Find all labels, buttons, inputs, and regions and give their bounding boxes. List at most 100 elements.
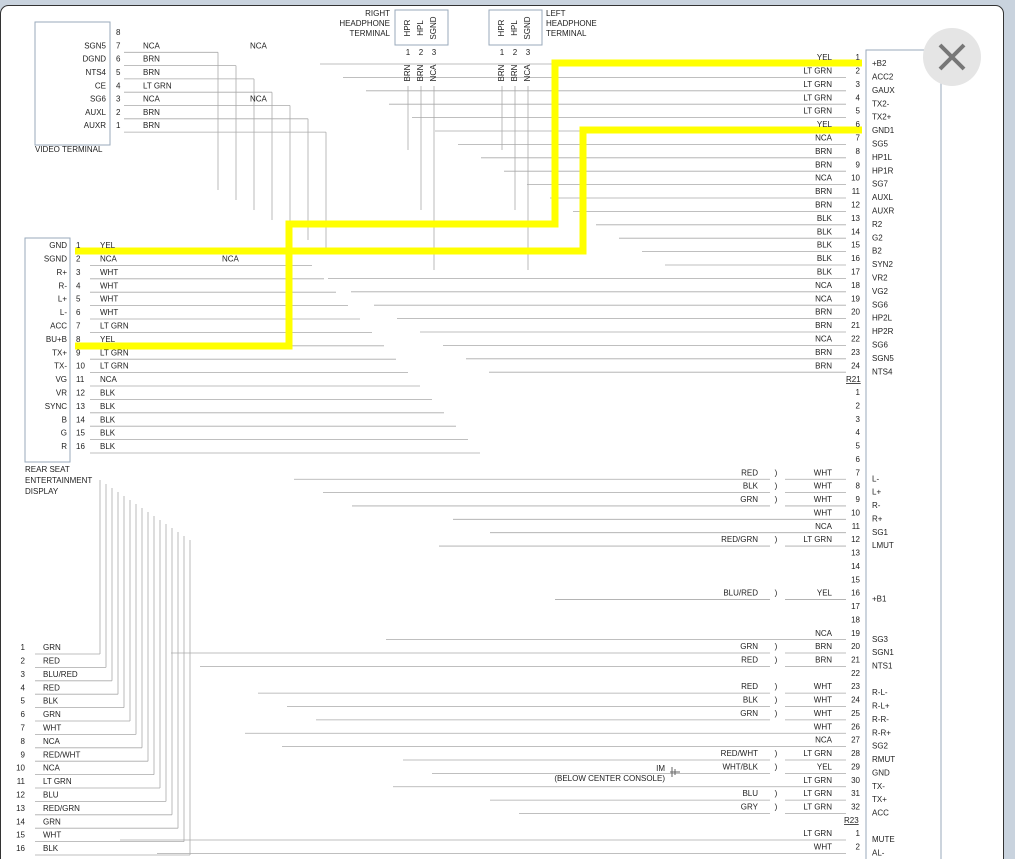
pin-name: L+ — [58, 295, 67, 304]
pin-name: SG7 — [872, 180, 889, 189]
wire-color: LT GRN — [43, 777, 72, 786]
wire-color: RED/GRN — [43, 804, 80, 813]
wire-color: GRN — [43, 710, 61, 719]
terminal-label: HEADPHONE — [546, 19, 597, 28]
wire-color: GRN — [43, 643, 61, 652]
pin-name: VR — [56, 389, 67, 398]
wire-color: BLK — [100, 415, 116, 424]
pin-number: 15 — [16, 831, 25, 840]
pin-number: 15 — [851, 241, 860, 250]
pin-name: TX- — [54, 362, 67, 371]
wire-color: LT GRN — [803, 80, 832, 89]
video-terminal-box — [34, 21, 111, 146]
pin-number: 10 — [76, 362, 85, 371]
pin-name: AUXL — [872, 193, 893, 202]
ground-label: IM — [656, 764, 665, 773]
pin-name: VR2 — [872, 274, 888, 283]
pin-number: 3 — [856, 80, 861, 89]
pin-name: TX2- — [872, 99, 890, 108]
wire-color: BLU/RED — [43, 670, 78, 679]
pin-name: SYN2 — [872, 260, 893, 269]
wire-color: LT GRN — [803, 749, 832, 758]
wire-color: BLU — [43, 791, 59, 800]
wire-color: BRN — [815, 642, 832, 651]
close-icon[interactable] — [938, 43, 966, 71]
pin-name: RMUT — [872, 755, 895, 764]
pin-number: 7 — [76, 322, 81, 331]
pin-number: 3 — [432, 48, 437, 57]
wire-color: RED — [43, 657, 60, 666]
pin-number: 3 — [21, 670, 26, 679]
pin-name: AUXL — [85, 108, 106, 117]
wire-color: RED — [43, 683, 60, 692]
pin-number: 30 — [851, 776, 860, 785]
pin-number: 3 — [526, 48, 531, 57]
pin-number: 7 — [856, 468, 861, 477]
pin-number: 1 — [406, 48, 411, 57]
wire-color: RED/GRN — [721, 535, 758, 544]
pin-name: HP1L — [872, 153, 893, 162]
pin-number: 1 — [76, 241, 81, 250]
wire-color: BLK — [100, 389, 116, 398]
pin-number: 7 — [856, 134, 861, 143]
connector-label: R21 — [846, 375, 861, 384]
pin-name: L- — [60, 308, 67, 317]
pin-name: LMUT — [872, 541, 894, 550]
pin-number: 16 — [16, 844, 25, 853]
pin-name: G — [61, 429, 67, 438]
pin-name: SYNC — [45, 402, 67, 411]
wire-color: WHT — [814, 468, 832, 477]
pin-number: 1 — [856, 53, 861, 62]
pin-number: 3 — [116, 95, 121, 104]
pin-name: AUXR — [84, 121, 106, 130]
pin-number: 20 — [851, 308, 860, 317]
pin-name: TX+ — [52, 348, 67, 357]
pin-number: 29 — [851, 762, 860, 771]
pin-number: 22 — [851, 669, 860, 678]
wire-color: NCA — [143, 95, 161, 104]
pin-number: 3 — [856, 415, 861, 424]
wire-color: BLK — [817, 214, 833, 223]
wire-color: BLU/RED — [723, 589, 758, 598]
pin-name: TX- — [872, 782, 885, 791]
left-headphone-box — [488, 9, 543, 46]
wire-color: BRN — [815, 160, 832, 169]
wire-color: BRN — [143, 108, 160, 117]
terminal-label: TERMINAL — [546, 29, 587, 38]
wire-color: WHT — [814, 722, 832, 731]
wire-color: BLK — [743, 696, 759, 705]
wire-color: WHT — [100, 281, 118, 290]
pin-number: 6 — [856, 455, 861, 464]
splice-mark: ) — [775, 696, 778, 705]
wire-color: BRN — [510, 64, 519, 81]
pin-number: 23 — [851, 348, 860, 357]
wire-color: LT GRN — [100, 362, 129, 371]
wire-color: LT GRN — [100, 348, 129, 357]
wire-color: BLK — [817, 268, 833, 277]
pin-number: 18 — [851, 281, 860, 290]
wire-color: NCA — [815, 522, 833, 531]
wire-color: NCA — [815, 134, 833, 143]
splice-mark: ) — [775, 495, 778, 504]
close-button[interactable] — [923, 28, 981, 86]
pin-number: 9 — [76, 348, 81, 357]
pin-name: GAUX — [872, 86, 895, 95]
ground-symbol — [670, 767, 680, 777]
wire-color: NCA — [815, 174, 833, 183]
pin-number: 4 — [21, 683, 26, 692]
pin-number: 23 — [851, 682, 860, 691]
wire-color: BRN — [815, 348, 832, 357]
pin-number: 14 — [76, 415, 85, 424]
pin-number: 2 — [856, 67, 861, 76]
pin-name: SGND — [44, 255, 67, 264]
pin-name: SGND — [429, 16, 438, 39]
splice-mark: ) — [775, 656, 778, 665]
pin-name: R-L+ — [872, 702, 890, 711]
pin-number: 1 — [500, 48, 505, 57]
pin-number: 21 — [851, 321, 860, 330]
pin-number: 12 — [851, 201, 860, 210]
wire-color: YEL — [817, 589, 833, 598]
pin-number: 13 — [76, 402, 85, 411]
splice-mark: ) — [775, 762, 778, 771]
pin-number: 5 — [21, 697, 26, 706]
